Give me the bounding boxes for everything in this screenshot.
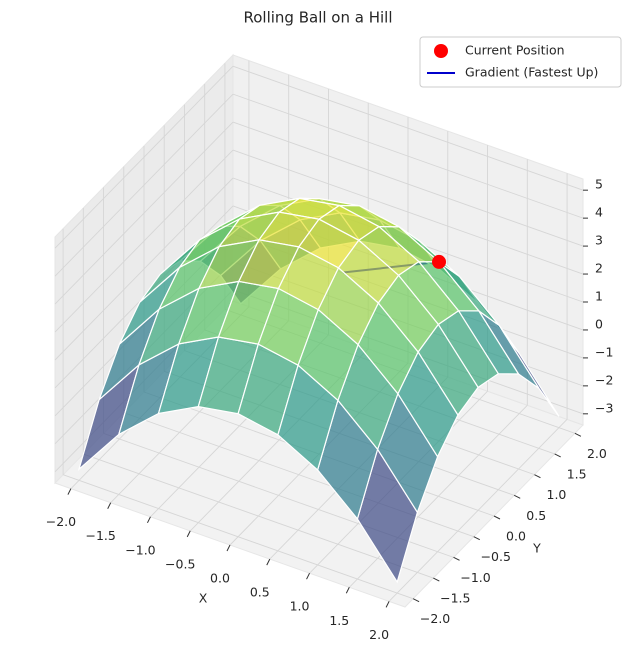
grid-line — [54, 121, 234, 305]
y-tick — [493, 515, 501, 520]
grid-line — [232, 65, 584, 191]
z-tick-label: 4 — [595, 205, 603, 220]
legend: Current Position Gradient (Fastest Up) — [419, 36, 622, 88]
y-tick-label: 1.0 — [547, 487, 567, 502]
y-tick — [473, 536, 480, 541]
x-axis-label: X — [199, 591, 208, 606]
x-tick — [107, 502, 112, 509]
y-tick — [574, 432, 582, 437]
grid-line — [83, 453, 434, 579]
y-tick-label: −0.5 — [481, 549, 511, 564]
y-tick-label: −1.0 — [460, 570, 490, 585]
x-tick-label: 0.5 — [250, 585, 270, 600]
x-tick — [385, 601, 390, 608]
x-tick-label: 2.0 — [369, 627, 389, 642]
chart-title: Rolling Ball on a Hill — [243, 9, 392, 27]
grid-line — [62, 474, 414, 600]
z-tick-label: 2 — [595, 261, 603, 276]
surface — [77, 197, 560, 584]
x-tick-label: 1.0 — [290, 599, 310, 614]
x-tick-label: −2.0 — [46, 514, 76, 529]
z-tick-label: 3 — [595, 233, 603, 248]
x-tick — [345, 587, 350, 594]
x-tick-label: 0.0 — [210, 571, 230, 586]
surface-patch — [317, 266, 380, 346]
x-tick-label: −0.5 — [165, 556, 195, 571]
y-tick-label: −2.0 — [420, 611, 450, 626]
y-tick — [433, 577, 440, 582]
y-tick-label: 0.5 — [526, 508, 546, 523]
x-tick — [147, 516, 151, 524]
x-tick-label: −1.0 — [125, 542, 155, 557]
y-tick-label: −1.5 — [440, 591, 470, 606]
x-tick — [306, 572, 310, 580]
grid-line — [232, 121, 584, 247]
ball-marker — [432, 254, 446, 269]
y-tick-label: 2.0 — [587, 446, 607, 461]
z-tick-label: −3 — [595, 400, 613, 415]
z-tick-label: 1 — [595, 289, 603, 304]
grid-line — [54, 177, 234, 361]
y-tick-label: 1.5 — [567, 466, 587, 481]
x-tick-label: 1.5 — [329, 613, 349, 628]
y-tick — [412, 598, 420, 603]
x-tick — [226, 544, 231, 552]
legend-marker — [434, 44, 448, 58]
grid-line — [232, 149, 584, 275]
z-tick-label: −2 — [595, 372, 613, 387]
y-tick — [514, 494, 521, 499]
x-tick — [186, 530, 191, 538]
grid-line — [232, 93, 584, 219]
legend-label: Gradient (Fastest Up) — [465, 65, 598, 80]
x-tick — [266, 558, 271, 566]
legend-label: Current Position — [465, 43, 565, 58]
z-tick-label: 5 — [595, 177, 603, 192]
legend-box — [419, 36, 622, 88]
grid-line — [54, 149, 234, 333]
y-tick — [534, 474, 541, 479]
x-tick — [67, 488, 72, 495]
grid-line — [54, 65, 234, 249]
y-tick — [554, 453, 561, 458]
y-tick-label: 0.0 — [506, 529, 526, 544]
z-tick-label: −1 — [595, 344, 613, 359]
y-tick — [453, 556, 460, 561]
x-tick-label: −1.5 — [86, 528, 116, 543]
y-axis-label: Y — [532, 541, 541, 556]
grid-line — [54, 93, 234, 277]
z-tick-label: 0 — [595, 316, 603, 331]
